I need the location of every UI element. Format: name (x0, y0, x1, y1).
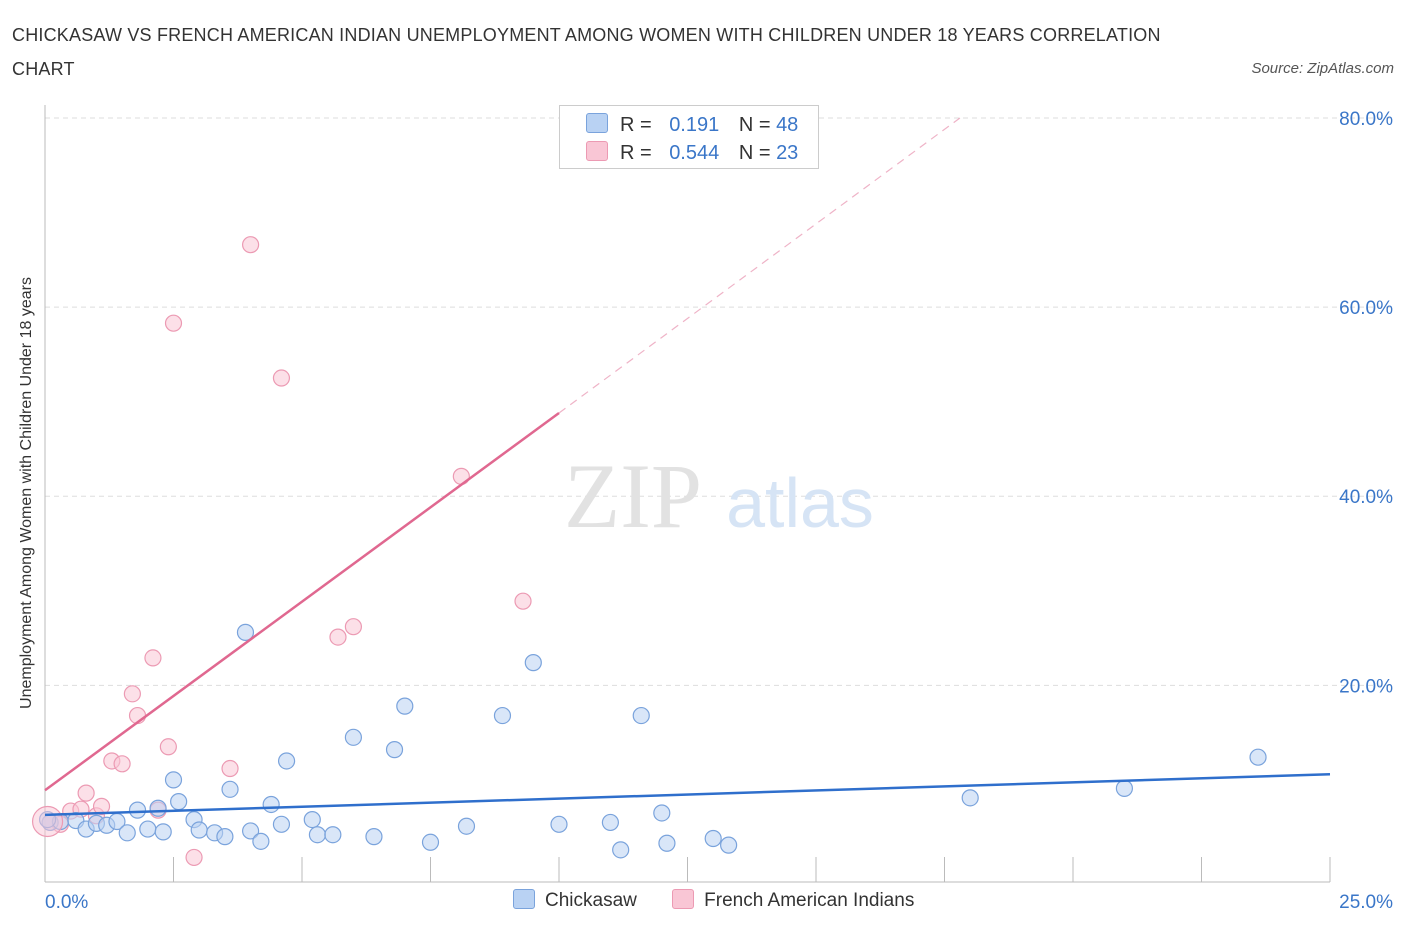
french-point (144, 649, 162, 667)
chickasaw-point (324, 826, 342, 844)
trend-lines (44, 117, 1331, 817)
chickasaw-r-label: R = (620, 114, 652, 136)
chickasaw-point (303, 810, 321, 829)
tick-labels: 20.0% 40.0% 60.0% 80.0% 0.0% 25.0% (45, 109, 1393, 913)
french-r-value: 0.544 (669, 142, 720, 164)
french-swatch (586, 141, 608, 161)
chickasaw-n-value: 48 (776, 114, 799, 136)
chickasaw-point (118, 824, 136, 842)
watermark-atlas: atlas (726, 464, 874, 542)
y-tick-label: 80.0% (1339, 109, 1393, 130)
chickasaw-point (277, 752, 296, 770)
chickasaw-point (216, 828, 234, 846)
chickasaw-point (961, 789, 979, 807)
chickasaw-point (720, 836, 738, 854)
french-point (329, 628, 347, 646)
chickasaw-point (139, 820, 157, 838)
chart-title: CHICKASAW VS FRENCH AMERICAN INDIAN UNEM… (12, 25, 1161, 79)
french-point (185, 848, 203, 867)
chickasaw-point (242, 822, 260, 840)
legend-item-chickasaw: Chickasaw (513, 889, 637, 912)
french-point (164, 314, 183, 332)
chickasaw-point (221, 780, 239, 798)
chickasaw-point (190, 821, 208, 839)
chickasaw-point (704, 829, 722, 848)
chickasaw-point (344, 728, 362, 746)
french-r-label: R = (620, 142, 652, 164)
legend-item-french: French American Indians (672, 889, 914, 912)
chickasaw-point (658, 834, 676, 852)
chickasaw-point (632, 706, 650, 725)
chickasaw-point (170, 793, 188, 811)
chickasaw-point (236, 623, 255, 641)
chickasaw-point (421, 833, 440, 851)
french-legend-label: French American Indians (704, 890, 915, 911)
french-n-label: N = (738, 142, 771, 164)
cluster-point (31, 805, 64, 838)
x-tick-label-min: 0.0% (45, 892, 88, 913)
y-tick-label: 40.0% (1339, 487, 1393, 508)
axes (44, 105, 1331, 883)
legend-row-french: R = 0.544 N = 23 (586, 141, 798, 165)
chickasaw-point (550, 815, 568, 833)
source-credit: Source: ZipAtlas.com (1251, 60, 1394, 77)
chickasaw-point (612, 841, 630, 859)
chickasaw-point (1115, 779, 1134, 797)
series-legend: Chickasaw French American Indians (513, 889, 944, 912)
chickasaw-trend-line (44, 772, 1331, 817)
chickasaw-point (308, 826, 327, 844)
french-point (221, 759, 239, 778)
chickasaw-point (252, 832, 270, 850)
french-point (123, 685, 141, 703)
chickasaw-point (1249, 748, 1267, 766)
chickasaw-point (365, 828, 383, 846)
chickasaw-point (272, 815, 291, 833)
chickasaw-point (262, 795, 280, 814)
french-n-value: 23 (776, 142, 799, 164)
chickasaw-n-label: N = (738, 114, 771, 136)
french-point (344, 618, 362, 636)
gridlines (45, 117, 1395, 686)
french-point (159, 738, 177, 756)
chickasaw-point (653, 804, 671, 822)
stats-legend: R = 0.191 N = 48 R = 0.544 N = 23 (559, 105, 819, 169)
chickasaw-legend-swatch (513, 889, 535, 909)
chickasaw-r-value: 0.191 (669, 114, 720, 136)
chickasaw-point (385, 741, 404, 759)
french-point (242, 236, 260, 254)
chickasaw-point (154, 823, 172, 841)
chickasaw-point (601, 813, 620, 832)
legend-row-chickasaw: R = 0.191 N = 48 (586, 113, 798, 137)
chickasaw-legend-label: Chickasaw (545, 890, 637, 911)
french-legend-swatch (672, 889, 695, 909)
chickasaw-point (457, 817, 476, 835)
french-point (92, 797, 111, 815)
french-point (514, 592, 532, 610)
chickasaw-point (149, 799, 167, 817)
chickasaw-point (493, 706, 512, 725)
french-point (77, 784, 95, 802)
watermark-zip: ZIP (564, 445, 702, 547)
y-tick-label: 20.0% (1339, 676, 1393, 697)
french-point (272, 369, 291, 387)
data-points (31, 236, 1267, 867)
chickasaw-point (128, 801, 147, 819)
french-point (113, 755, 131, 773)
chickasaw-point (164, 771, 183, 789)
chickasaw-point (396, 697, 414, 715)
x-tick-label-max: 25.0% (1339, 892, 1393, 913)
chickasaw-swatch (586, 113, 608, 133)
french-trend-line (44, 412, 560, 792)
chickasaw-point (524, 654, 542, 672)
y-tick-label: 60.0% (1339, 298, 1393, 319)
